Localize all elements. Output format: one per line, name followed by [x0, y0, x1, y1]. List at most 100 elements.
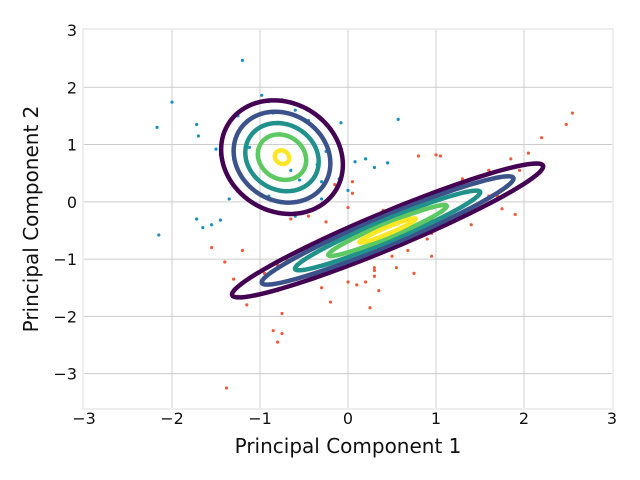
- blue-data-point: [289, 168, 293, 172]
- red-data-point: [324, 220, 328, 224]
- blue-data-point: [386, 161, 390, 165]
- blue-data-point: [293, 108, 297, 112]
- blue-data-point: [195, 122, 199, 127]
- blue-data-point: [372, 165, 376, 170]
- red-data-point: [364, 280, 368, 284]
- red-data-point: [425, 237, 429, 241]
- red-data-point: [487, 168, 491, 172]
- blue-data-point: [339, 121, 343, 125]
- red-data-point: [372, 266, 376, 270]
- red-data-point: [276, 340, 280, 344]
- red-data-point: [280, 311, 284, 316]
- contour-lower-level-4: [326, 202, 450, 259]
- x-tick-label: 0: [343, 409, 353, 428]
- blue-data-point: [195, 217, 199, 221]
- y-tick-label: 1: [67, 136, 77, 155]
- blue-data-point: [201, 225, 205, 230]
- blue-data-point: [320, 180, 324, 184]
- x-tick-label: 2: [519, 409, 529, 428]
- red-data-point: [240, 248, 244, 253]
- red-data-point: [430, 254, 434, 258]
- red-data-point: [540, 136, 544, 140]
- red-data-point: [223, 260, 227, 264]
- blue-data-point: [214, 147, 218, 151]
- x-tick-label: −2: [160, 409, 184, 428]
- red-data-point: [434, 153, 438, 157]
- contour-upper-level-2: [231, 109, 333, 205]
- red-data-point: [406, 248, 410, 253]
- contour-lower-level-5: [357, 216, 418, 245]
- red-data-point: [271, 329, 275, 333]
- red-data-point: [368, 306, 372, 310]
- blue-data-point: [247, 145, 252, 150]
- y-tick-label: 0: [67, 193, 77, 212]
- contour-upper-level-5: [272, 148, 292, 167]
- red-data-point: [518, 168, 522, 172]
- red-data-point: [280, 331, 284, 336]
- blue-data-point: [170, 100, 174, 104]
- red-data-point: [346, 205, 350, 210]
- blue-data-point: [320, 197, 324, 201]
- red-data-point: [245, 303, 249, 307]
- red-data-point: [438, 154, 442, 158]
- red-data-point: [224, 386, 229, 390]
- blue-data-point: [210, 223, 214, 227]
- contour-lower-level-2: [259, 174, 516, 287]
- x-tick-label: 1: [431, 409, 441, 428]
- y-tick-label: 3: [67, 21, 77, 40]
- blue-data-point: [260, 93, 264, 97]
- blue-data-point: [227, 197, 231, 201]
- contour-upper-level-1: [218, 98, 346, 217]
- red-data-point: [328, 300, 332, 304]
- x-tick-labels: −3 −2 −1 0 1 2 3: [72, 409, 617, 428]
- red-data-point: [460, 177, 464, 181]
- red-data-point: [570, 111, 575, 115]
- y-tick-label: 2: [67, 78, 77, 97]
- x-tick-label: 3: [607, 409, 617, 428]
- red-data-point: [509, 157, 513, 161]
- red-data-point: [333, 183, 337, 187]
- density-contours: [218, 98, 546, 300]
- y-axis-label: Principal Component 2: [19, 106, 43, 333]
- red-data-point: [500, 207, 504, 211]
- red-data-point: [232, 277, 236, 281]
- red-data-point: [469, 223, 473, 227]
- red-data-point: [346, 280, 350, 284]
- red-data-point: [513, 212, 517, 217]
- contour-lower-level-1: [229, 161, 546, 300]
- x-tick-label: −3: [72, 409, 96, 428]
- red-data-point: [564, 122, 568, 127]
- red-data-point: [350, 191, 354, 195]
- blue-data-point: [396, 117, 400, 121]
- red-data-point: [377, 288, 381, 293]
- x-axis-label: Principal Component 1: [235, 434, 462, 458]
- contour-upper-level-4: [255, 132, 309, 183]
- blue-data-point: [346, 188, 350, 192]
- blue-data-point: [353, 160, 357, 164]
- red-data-point: [394, 266, 398, 270]
- red-data-point: [210, 246, 214, 250]
- contour-upper-level-3: [243, 120, 321, 194]
- red-data-point: [350, 180, 354, 184]
- y-tick-label: −3: [53, 365, 77, 384]
- red-data-point: [306, 214, 310, 218]
- red-data-point: [289, 217, 293, 221]
- blue-data-point: [240, 58, 244, 62]
- red-data-point: [390, 254, 394, 258]
- red-data-point: [355, 283, 359, 287]
- contour-lower-level-3: [292, 188, 483, 273]
- y-tick-label: −1: [53, 250, 77, 269]
- red-data-point: [372, 268, 376, 273]
- blue-data-point: [155, 125, 159, 129]
- y-tick-labels: −3 −2 −1 0 1 2 3: [53, 21, 77, 384]
- red-data-point: [412, 271, 416, 276]
- blue-data-point: [196, 134, 200, 138]
- blue-data-point: [364, 157, 368, 161]
- x-tick-label: −1: [248, 409, 272, 428]
- y-tick-label: −2: [53, 307, 77, 326]
- red-data-point: [320, 286, 324, 290]
- blue-data-point: [157, 233, 161, 237]
- red-data-point: [372, 274, 376, 278]
- red-data-point: [416, 154, 420, 158]
